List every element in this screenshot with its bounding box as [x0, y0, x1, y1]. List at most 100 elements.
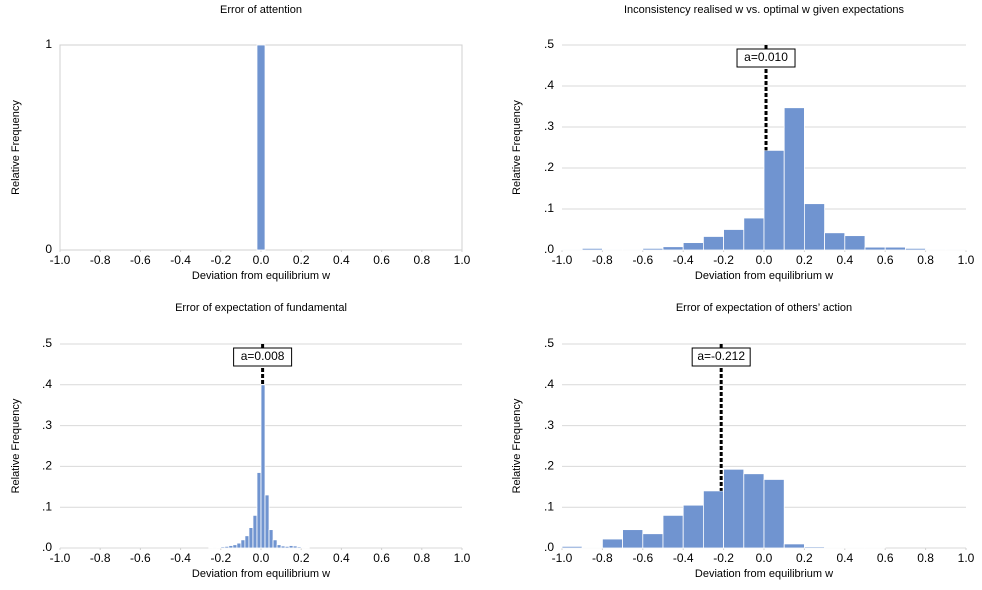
x-tick-label: -0.4: [673, 253, 694, 267]
bar: [945, 248, 967, 251]
bar: [844, 546, 866, 549]
x-tick-label: -1.0: [552, 551, 573, 565]
y-tick-label: .5: [544, 336, 554, 350]
x-tick-label: 0.2: [293, 551, 310, 565]
bar: [905, 247, 927, 251]
bar: [276, 544, 282, 549]
bar: [662, 514, 684, 549]
bar: [260, 384, 266, 549]
bar: [581, 546, 603, 549]
bar: [244, 535, 250, 549]
bar: [602, 248, 624, 251]
bar: [212, 546, 218, 549]
annotation-label: a=-0.212: [697, 349, 745, 363]
bar: [228, 545, 234, 549]
bar: [804, 546, 826, 549]
y-tick-label: .2: [544, 160, 554, 174]
chart-title: Error of expectation of fundamental: [175, 302, 347, 314]
x-tick-label: 1.0: [958, 551, 975, 565]
x-tick-label: -0.2: [210, 253, 231, 267]
x-tick-label: -0.4: [170, 253, 191, 267]
bar: [280, 545, 286, 549]
bar: [296, 546, 302, 549]
y-tick-label: .3: [544, 119, 554, 133]
x-tick-label: 0.6: [373, 551, 390, 565]
bar: [288, 545, 294, 549]
bar: [743, 217, 765, 251]
x-tick-label: -0.2: [713, 253, 734, 267]
bar: [264, 494, 270, 549]
annotation-label: a=0.010: [744, 50, 788, 64]
bar: [252, 514, 258, 549]
y-axis-label: Relative Frequency: [511, 100, 523, 195]
bar: [824, 546, 846, 549]
bar: [703, 490, 725, 549]
x-tick-label: 0.8: [917, 253, 934, 267]
bar: [256, 44, 266, 251]
x-tick-label: 1.0: [958, 253, 975, 267]
y-tick-label: .4: [544, 377, 554, 391]
y-tick-label: 1: [45, 37, 52, 51]
y-tick-label: 0: [45, 242, 52, 256]
x-tick-label: -1.0: [552, 253, 573, 267]
y-tick-label: .1: [544, 499, 554, 513]
x-tick-label: 0.0: [253, 253, 270, 267]
x-axis-label: Deviation from equilibrium w: [695, 270, 833, 282]
x-tick-label: -0.4: [170, 551, 191, 565]
bar: [581, 247, 603, 251]
y-tick-label: .3: [544, 418, 554, 432]
x-tick-label: 0.8: [917, 551, 934, 565]
bar: [763, 479, 785, 549]
x-tick-label: -0.6: [632, 551, 653, 565]
x-tick-label: -0.8: [592, 551, 613, 565]
bar: [268, 529, 274, 549]
bar: [783, 543, 805, 549]
y-tick-label: .1: [42, 499, 52, 513]
x-tick-label: 0.4: [333, 253, 350, 267]
chart-title: Error of attention: [220, 4, 302, 16]
chart-panel: Error of expectation of fundamental Devia…: [10, 302, 471, 580]
y-axis-label: Relative Frequency: [511, 398, 523, 493]
y-tick-label: .0: [544, 242, 554, 256]
bar: [864, 246, 886, 251]
annotation-box: [736, 48, 796, 68]
x-tick-label: 1.0: [454, 551, 471, 565]
bar: [561, 248, 583, 251]
bar: [622, 248, 644, 251]
bar: [804, 203, 826, 251]
bar: [682, 242, 704, 251]
bar: [824, 232, 846, 251]
bar: [602, 538, 624, 549]
x-tick-label: 0.8: [413, 253, 430, 267]
bar: [236, 542, 242, 549]
x-tick-label: -0.2: [210, 551, 231, 565]
y-axis-label: Relative Frequency: [10, 398, 22, 493]
bar: [240, 539, 246, 549]
y-tick-label: .4: [544, 78, 554, 92]
x-tick-label: -0.6: [130, 253, 151, 267]
y-tick-label: .1: [544, 201, 554, 215]
x-tick-label: 0.2: [293, 253, 310, 267]
chart-title: Inconsistency realised w vs. optimal w g…: [624, 4, 905, 16]
x-tick-label: 0.0: [756, 551, 773, 565]
x-tick-label: -0.8: [90, 551, 111, 565]
x-tick-label: -0.6: [130, 551, 151, 565]
bar: [723, 229, 745, 251]
x-tick-label: -0.2: [713, 551, 734, 565]
y-tick-label: .5: [42, 336, 52, 350]
x-tick-label: 0.4: [836, 253, 853, 267]
x-tick-label: -0.8: [90, 253, 111, 267]
bar: [925, 248, 947, 251]
bar: [272, 539, 278, 549]
x-tick-label: 0.6: [877, 551, 894, 565]
y-tick-label: .2: [544, 459, 554, 473]
x-tick-label: -0.8: [592, 253, 613, 267]
bar: [703, 236, 725, 251]
bar: [284, 545, 290, 549]
bar: [723, 468, 745, 549]
x-tick-label: 0.0: [756, 253, 773, 267]
bar: [642, 533, 664, 549]
y-tick-label: .2: [42, 459, 52, 473]
x-tick-label: -1.0: [50, 253, 71, 267]
bar: [743, 473, 765, 549]
